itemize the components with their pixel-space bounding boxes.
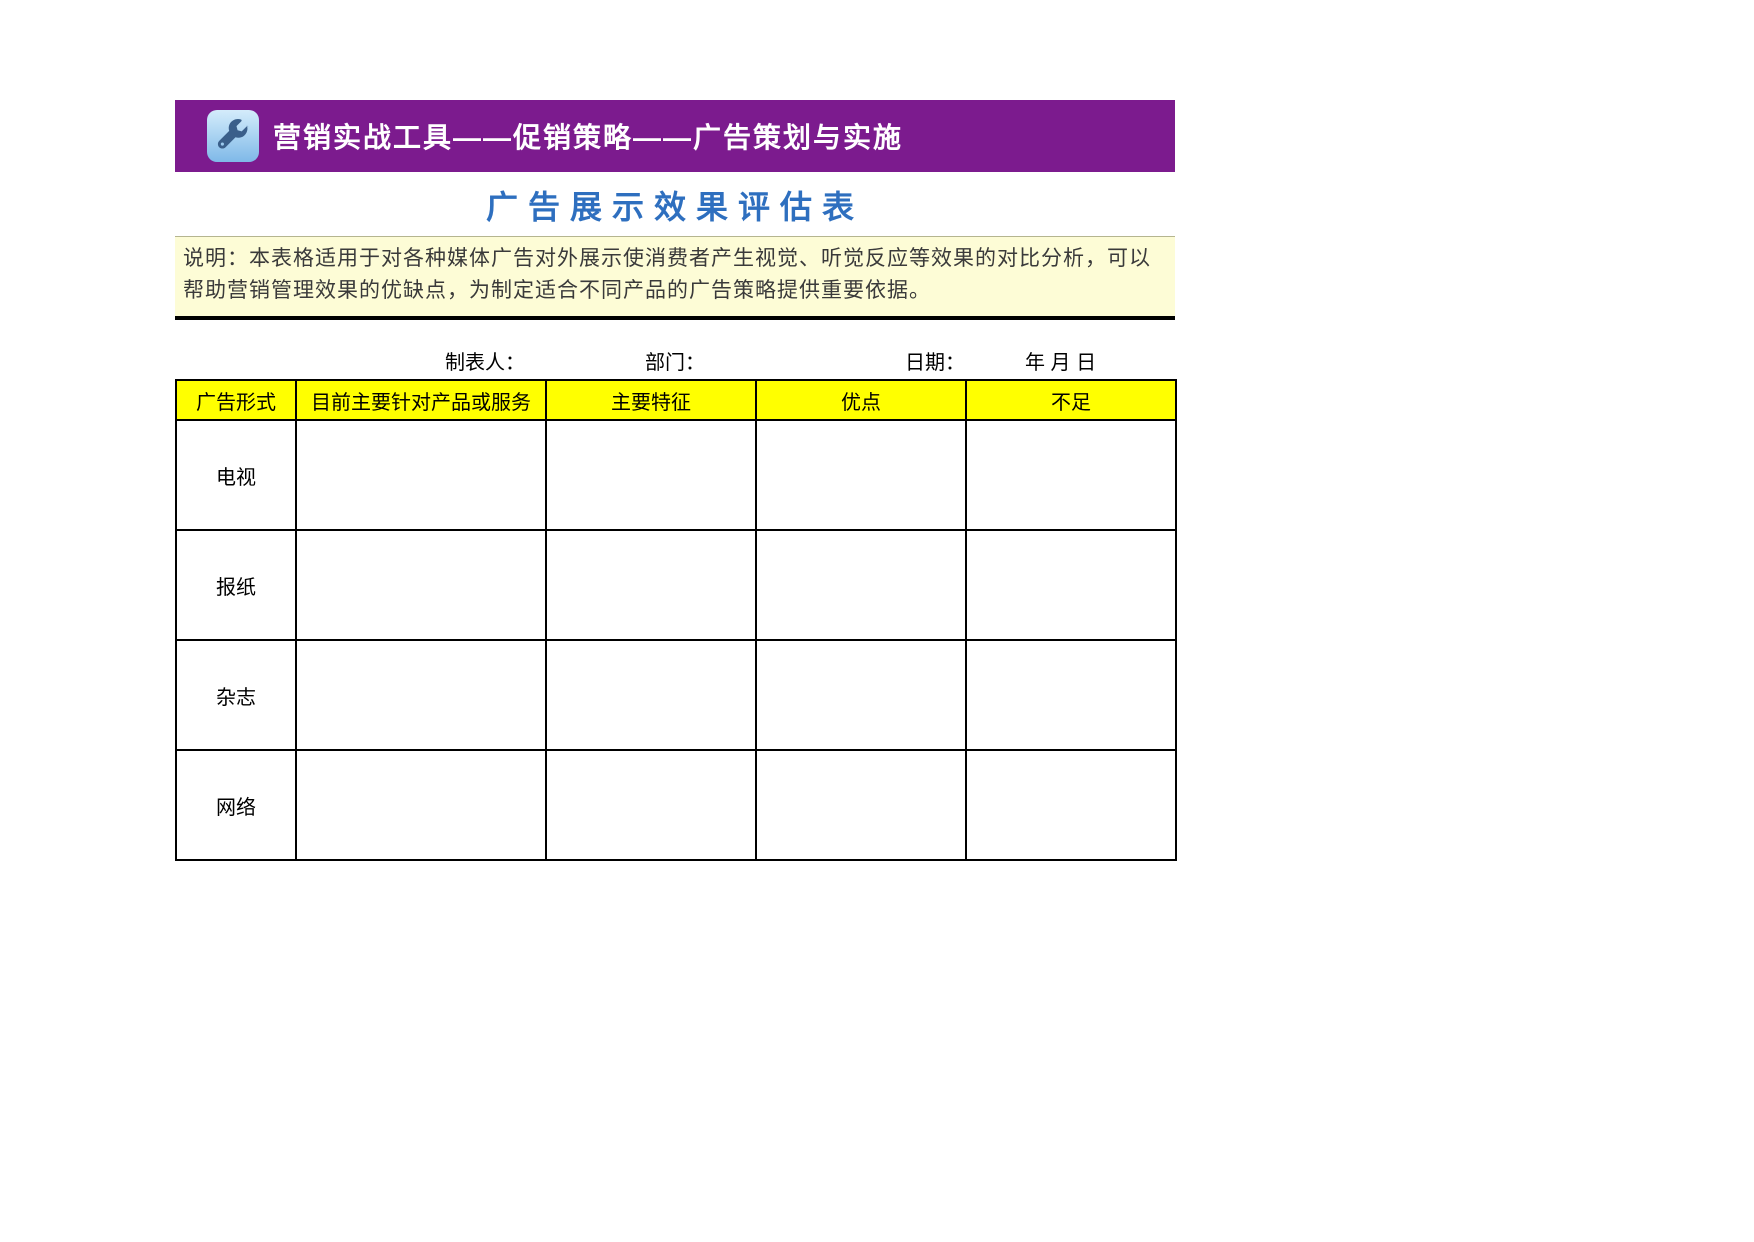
column-header-product: 目前主要针对产品或服务 xyxy=(296,380,546,420)
cell-feature[interactable] xyxy=(546,530,756,640)
table-row: 报纸 xyxy=(176,530,1176,640)
column-header-disadvantage: 不足 xyxy=(966,380,1176,420)
table-row: 网络 xyxy=(176,750,1176,860)
date-label: 日期： xyxy=(905,346,965,375)
description-box: 说明：本表格适用于对各种媒体广告对外展示使消费者产生视觉、听觉反应等效果的对比分… xyxy=(175,236,1175,320)
cell-feature[interactable] xyxy=(546,640,756,750)
cell-product[interactable] xyxy=(296,420,546,530)
cell-feature[interactable] xyxy=(546,750,756,860)
cell-advantage[interactable] xyxy=(756,530,966,640)
cell-advantage[interactable] xyxy=(756,750,966,860)
cell-disadvantage[interactable] xyxy=(966,530,1176,640)
preparer-label: 制表人： xyxy=(445,346,525,375)
table-header-row: 广告形式 目前主要针对产品或服务 主要特征 优点 不足 xyxy=(176,380,1176,420)
department-label: 部门： xyxy=(645,346,705,375)
cell-advantage[interactable] xyxy=(756,420,966,530)
cell-type: 杂志 xyxy=(176,640,296,750)
cell-product[interactable] xyxy=(296,530,546,640)
cell-type: 报纸 xyxy=(176,530,296,640)
table-row: 电视 xyxy=(176,420,1176,530)
column-header-type: 广告形式 xyxy=(176,380,296,420)
meta-row: 制表人： 部门： 日期： 年 月 日 xyxy=(175,346,1175,375)
cell-feature[interactable] xyxy=(546,420,756,530)
main-title: 广告展示效果评估表 xyxy=(486,189,864,225)
cell-disadvantage[interactable] xyxy=(966,750,1176,860)
evaluation-table: 广告形式 目前主要针对产品或服务 主要特征 优点 不足 电视 报纸 xyxy=(175,379,1177,861)
cell-disadvantage[interactable] xyxy=(966,640,1176,750)
title-row: 广告展示效果评估表 xyxy=(175,182,1175,228)
column-header-advantage: 优点 xyxy=(756,380,966,420)
column-header-feature: 主要特征 xyxy=(546,380,756,420)
cell-product[interactable] xyxy=(296,750,546,860)
cell-disadvantage[interactable] xyxy=(966,420,1176,530)
cell-type: 电视 xyxy=(176,420,296,530)
header-bar: 营销实战工具——促销策略——广告策划与实施 xyxy=(175,100,1175,172)
wrench-icon xyxy=(207,110,259,162)
cell-type: 网络 xyxy=(176,750,296,860)
cell-advantage[interactable] xyxy=(756,640,966,750)
cell-product[interactable] xyxy=(296,640,546,750)
date-units: 年 月 日 xyxy=(1025,346,1096,375)
description-text: 说明：本表格适用于对各种媒体广告对外展示使消费者产生视觉、听觉反应等效果的对比分… xyxy=(183,247,1151,302)
table-row: 杂志 xyxy=(176,640,1176,750)
header-text: 营销实战工具——促销策略——广告策划与实施 xyxy=(273,116,903,156)
